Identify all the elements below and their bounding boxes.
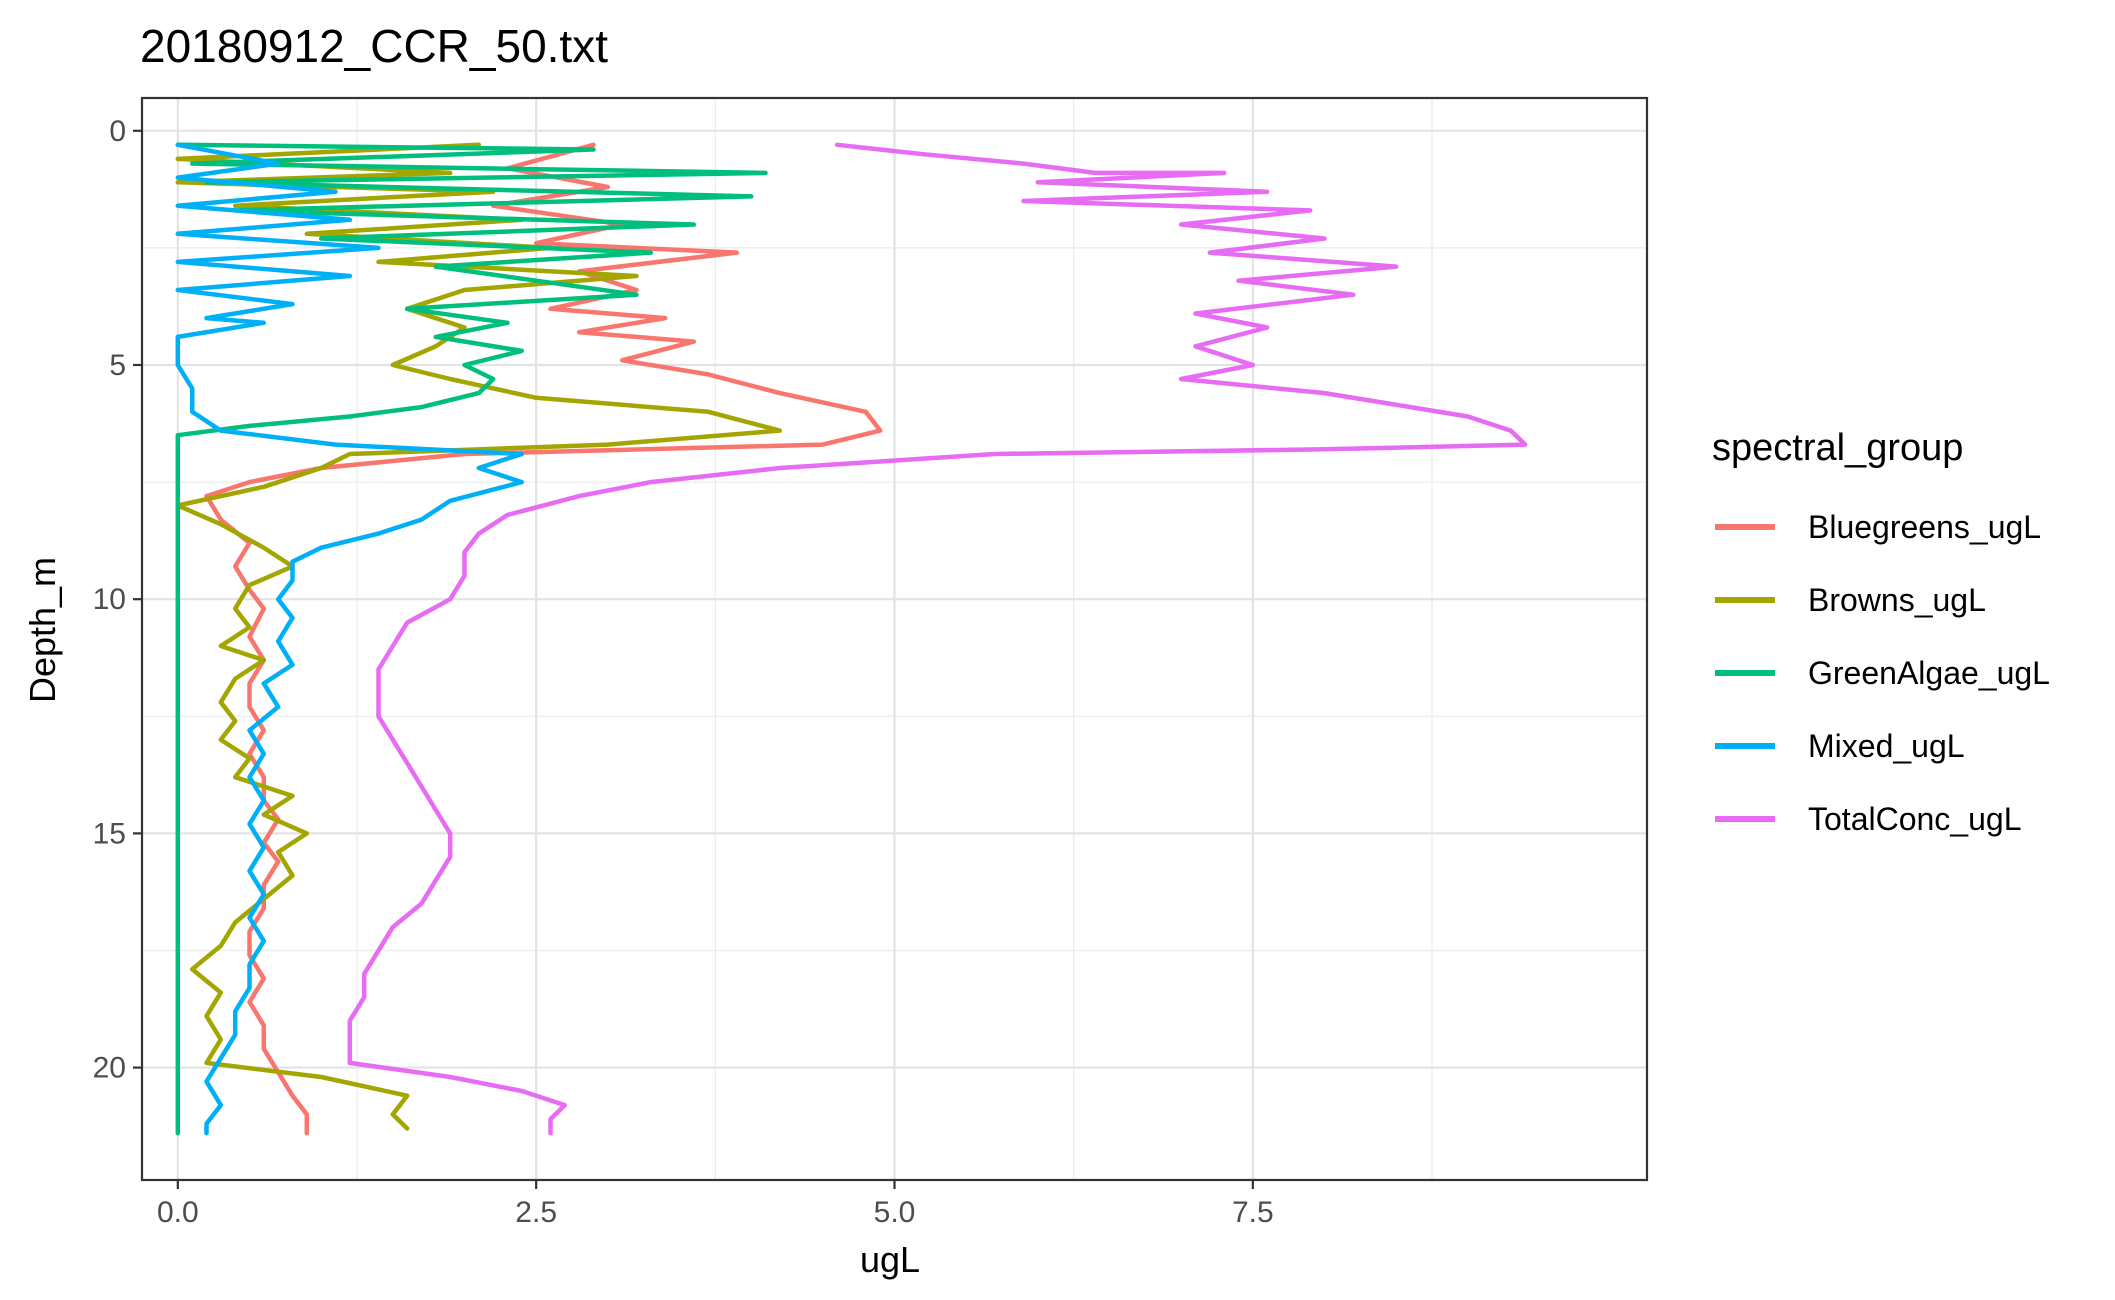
grid-lines <box>142 98 1647 1180</box>
x-tick-label: 0.0 <box>157 1196 199 1229</box>
legend-title: spectral_group <box>1712 427 1963 469</box>
legend-label-totalconc-ugl: TotalConc_ugL <box>1808 801 2021 837</box>
legend-label-bluegreens-ugl: Bluegreens_ugL <box>1808 509 2041 545</box>
y-tick-label: 10 <box>93 583 126 616</box>
series-line-greenalgae-ugl <box>175 142 768 1136</box>
chart-title: 20180912_CCR_50.txt <box>140 20 608 72</box>
x-tick-label: 7.5 <box>1232 1196 1274 1229</box>
x-tick-label: 5.0 <box>874 1196 916 1229</box>
y-tick-label: 20 <box>93 1052 126 1085</box>
y-tick-label: 0 <box>109 115 126 148</box>
legend-label-browns-ugl: Browns_ugL <box>1808 582 1986 618</box>
legend: Bluegreens_ugL Browns_ugL GreenAlgae_ugL Mi… <box>1715 509 2050 837</box>
y-axis-title: Depth_m <box>22 557 63 703</box>
legend-label-greenalgae-ugl: GreenAlgae_ugL <box>1808 655 2050 691</box>
series-line-totalconc-ugl <box>347 142 1528 1136</box>
axes: 0.0 2.5 5.0 7.5 0 5 10 15 20 <box>93 115 1274 1229</box>
x-axis-title: ugL <box>860 1239 920 1280</box>
series-line-browns-ugl <box>175 142 783 1131</box>
series-line-mixed-ugl <box>175 142 525 1136</box>
y-tick-label: 5 <box>109 349 126 382</box>
y-tick-label: 15 <box>93 817 126 850</box>
x-tick-label: 2.5 <box>515 1196 557 1229</box>
series-group <box>175 142 1528 1136</box>
legend-label-mixed-ugl: Mixed_ugL <box>1808 728 1965 764</box>
